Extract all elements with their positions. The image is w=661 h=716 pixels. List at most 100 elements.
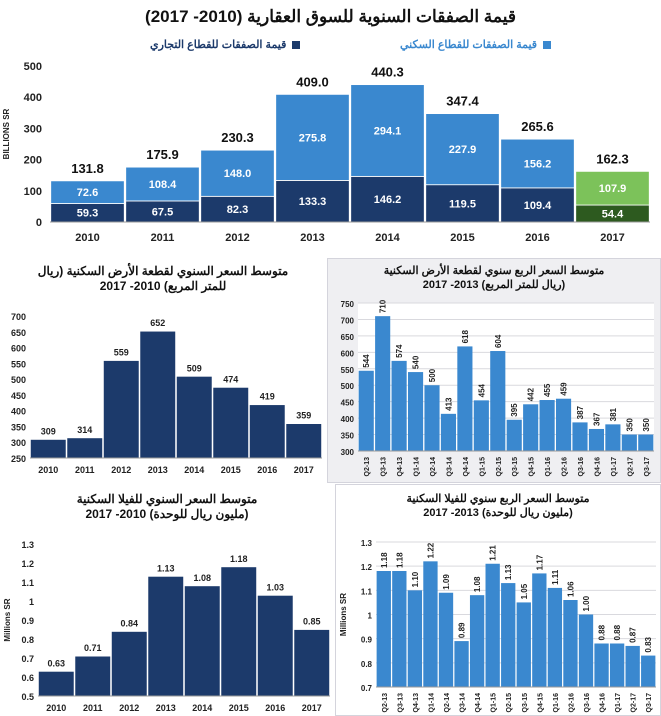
value-label: 1.10 [411,571,420,587]
chart-title-line2: للمتر المربع) 2010- 2017 [99,279,227,293]
y-tick-label: 300 [24,123,42,135]
total-label: 175.9 [146,147,179,162]
x-tick-label: 2015 [229,703,249,713]
bar [490,351,506,451]
bar [594,643,609,687]
y-tick-label: 1.1 [361,587,373,596]
x-tick-label: 2013 [148,465,168,475]
land-annual-price-chart: متوسط السعر السنوي لقطعة الأرض السكنية (… [0,258,326,483]
value-label: 0.83 [644,636,653,652]
legend-residential: قيمة الصفقات للقطاع السكني [400,38,552,51]
value-label-residential: 156.2 [524,159,552,171]
x-tick-label: Q1-16 [553,693,560,713]
x-tick-label: Q2-14 [430,457,437,477]
x-tick-label: Q3-17 [646,693,653,713]
value-label-commercial: 119.5 [449,198,476,210]
x-tick-label: Q3-13 [381,457,388,477]
x-tick-label: 2016 [257,465,277,475]
land-annual-plot: 250 300 350 400 450 500 550 600 650 700 309 2010 314… [11,312,323,475]
bar [609,643,625,687]
x-tick-label: Q4-15 [529,457,536,477]
value-label: 0.63 [47,658,65,668]
y-tick-label: 450 [341,399,355,408]
bar [285,423,323,459]
value-label: 574 [395,344,404,358]
y-tick-label: 0.9 [361,636,373,645]
x-tick-label: 2011 [83,703,103,713]
x-tick-label: 2016 [525,232,549,244]
value-label: 454 [477,383,486,397]
value-label: 474 [223,374,238,384]
y-tick-label: 1 [29,597,34,607]
x-tick-label: Q2-16 [568,693,575,713]
value-label: 419 [260,392,275,402]
x-tick-label: Q2-17 [627,457,634,477]
bar [563,600,578,687]
y-tick-label: 500 [11,375,26,385]
x-tick-label: Q4-13 [397,457,404,477]
value-label: 395 [510,403,519,417]
value-label: 540 [412,355,421,369]
x-tick-label: Q3-14 [460,693,467,713]
legend-swatch-residential [543,40,552,49]
x-tick-label: Q3-16 [578,457,585,477]
y-tick-label: 600 [11,344,26,354]
bar [358,370,374,451]
y-tick-label: 0.8 [21,635,34,645]
value-label: 1.05 [520,583,529,599]
bar-commercial [500,187,575,223]
chart-title-line1: متوسط السعر السنوي للفيلا السكنية [76,492,258,506]
bar [501,583,516,687]
bar [66,437,104,459]
value-label: 1.06 [566,581,575,597]
y-tick-label: 300 [341,448,355,457]
chart-title: متوسط السعر الربع سنوي لقطعة الأرض السكن… [328,265,660,293]
bar [74,655,112,697]
value-label-residential: 227.9 [449,144,477,156]
value-label-commercial: 54.4 [602,209,624,221]
x-tick-label: Q2-14 [444,693,451,713]
value-label: 604 [494,334,503,348]
chart-title-line1: متوسط السعر الربع سنوي للفيلا السكنية [406,493,590,505]
y-tick-label: 450 [11,391,26,401]
x-tick-label: Q3-16 [584,693,591,713]
bar [641,655,656,687]
y-tick-label: 350 [341,432,355,441]
value-label: 459 [560,382,569,396]
value-label: 381 [609,407,618,421]
x-tick-label: 2012 [111,465,131,475]
bar [248,404,286,459]
x-tick-label: 2017 [302,703,322,713]
total-label: 230.3 [221,130,254,145]
x-tick-label: Q3-14 [446,457,453,477]
bar [539,400,555,451]
value-label: 500 [428,368,437,382]
total-label: 347.4 [446,94,479,109]
y-tick-label: 300 [11,438,26,448]
value-label: 1.18 [395,552,404,568]
bar [147,575,185,697]
chart-title-line1: متوسط السعر الربع سنوي لقطعة الأرض السكن… [383,265,605,277]
y-tick-label: 0.8 [361,660,373,669]
value-label: 1.11 [551,569,560,585]
bar-residential [425,113,500,186]
bar [391,360,407,451]
bar [376,571,391,687]
value-label: 1.08 [473,576,482,592]
bar [183,585,221,697]
bar [454,641,469,687]
legend-label-commercial: قيمة الصفقات للقطاع التجاري [150,39,287,51]
bar [102,360,140,459]
y-tick-label: 700 [11,312,26,322]
legend-label-residential: قيمة الصفقات للقطاع السكني [400,39,538,51]
x-tick-label: Q2-13 [382,693,389,713]
value-label: 1.21 [489,545,498,561]
y-tick-label: 600 [341,349,355,358]
value-label: 544 [362,354,371,368]
bar [485,563,500,687]
x-tick-label: 2012 [225,232,249,244]
bar [572,422,588,451]
y-tick-label: 1 [368,612,373,621]
y-axis-label: Millions SR [339,593,348,636]
villa-annual-price-chart: متوسط السعر السنوي للفيلا السكنية (مليون… [0,484,334,716]
